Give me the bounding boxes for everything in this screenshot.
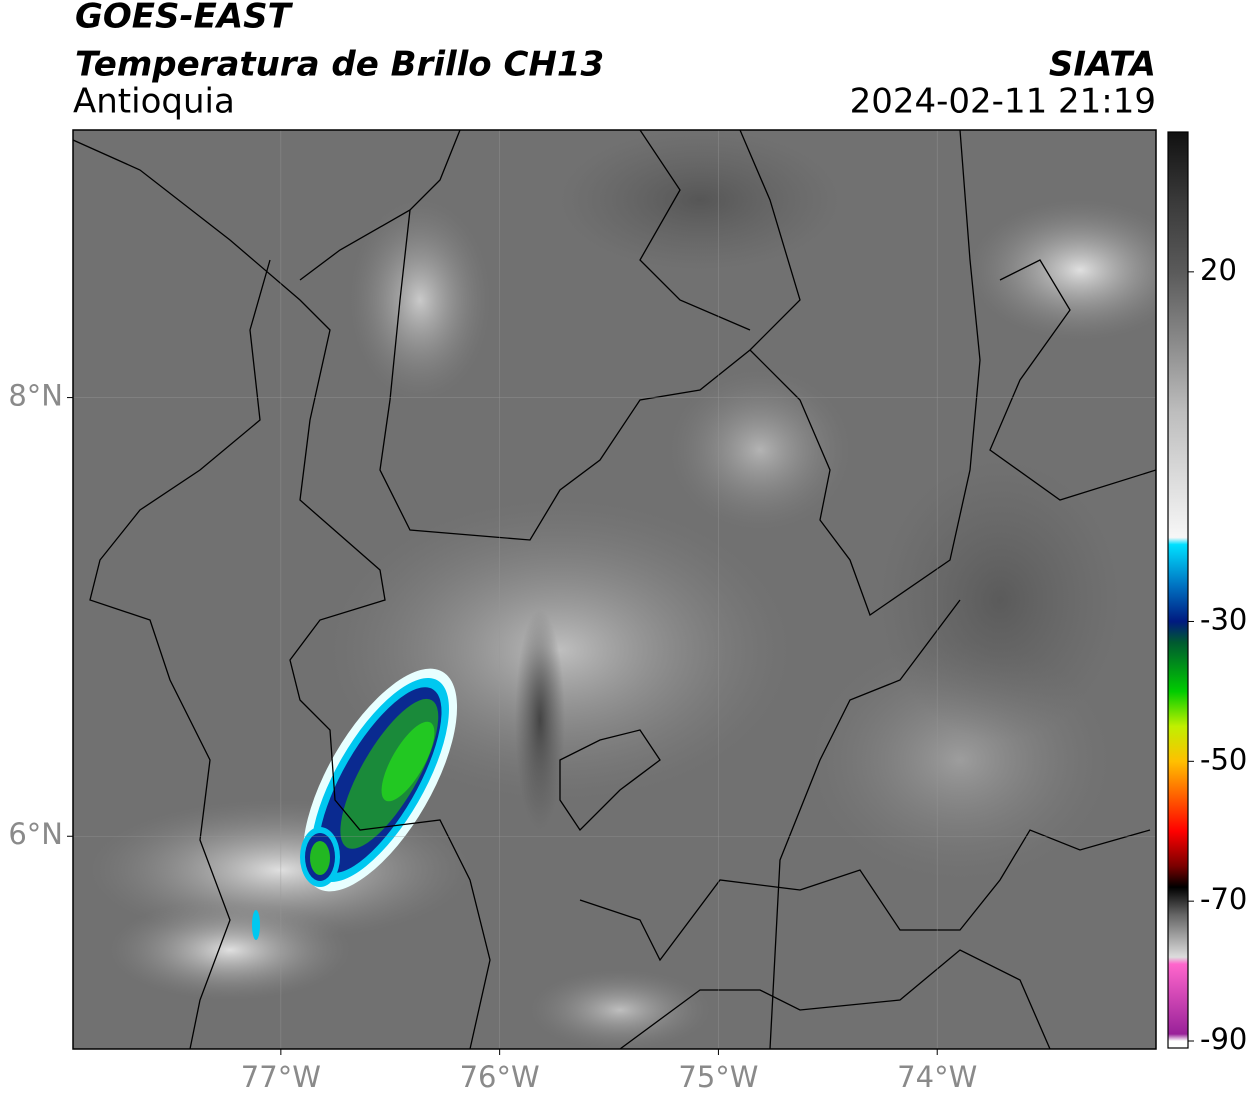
colorbar-tick-label: -70 xyxy=(1200,882,1247,916)
region: Antioquia xyxy=(73,82,235,122)
subtitle: Temperatura de Brillo CH13 xyxy=(75,45,604,85)
source: SIATA xyxy=(1049,45,1156,85)
x-tick-label: 77°W xyxy=(241,1060,321,1094)
y-tick-label: 6°N xyxy=(8,817,63,851)
colorbar xyxy=(1167,131,1189,1049)
x-tick-label: 76°W xyxy=(460,1060,540,1094)
map-frame xyxy=(72,129,1157,1050)
datetime: 2024-02-11 21:19 xyxy=(850,82,1156,122)
colorbar-tick-label: -90 xyxy=(1200,1022,1247,1056)
x-tick-label: 74°W xyxy=(897,1060,977,1094)
satellite-image xyxy=(73,130,1156,1049)
colorbar-tick-label: 20 xyxy=(1200,253,1237,287)
colorbar-tick-label: -30 xyxy=(1200,602,1247,636)
y-tick-label: 8°N xyxy=(8,379,63,413)
x-tick-label: 75°W xyxy=(678,1060,758,1094)
colorbar-tick-label: -50 xyxy=(1200,742,1247,776)
title: GOES-EAST xyxy=(75,0,294,37)
